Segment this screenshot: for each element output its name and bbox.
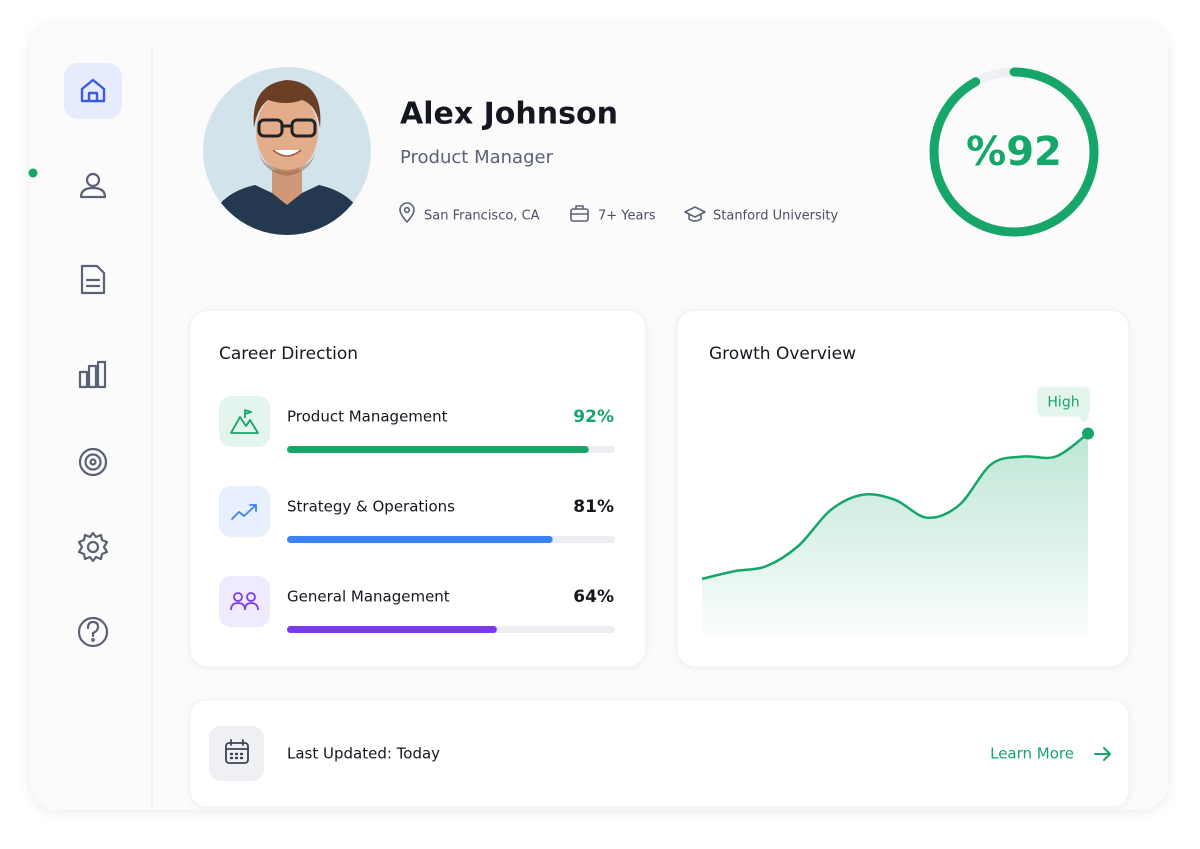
career-icon: [230, 592, 259, 611]
calendar-icon: [225, 739, 249, 764]
career-icon-bg: [219, 576, 270, 627]
growth-title: Growth Overview: [709, 344, 856, 364]
career-percent: 81%: [573, 497, 614, 517]
nav-goals[interactable]: [78, 447, 108, 477]
career-name: Product Management: [287, 408, 448, 426]
sidebar: [64, 63, 122, 648]
career-icon: [230, 409, 259, 434]
career-name: Strategy & Operations: [287, 498, 455, 516]
peak-tag-pointer: [1078, 416, 1090, 424]
nav-home-bg[interactable]: [64, 63, 122, 119]
learn-more-arrow[interactable]: [1094, 747, 1111, 761]
score-arc: [929, 67, 1099, 237]
icon-briefcase: [570, 205, 589, 222]
progress-bar: [287, 626, 497, 633]
icon-education: [684, 206, 706, 222]
nav-home[interactable]: [80, 78, 106, 103]
career-icon-bg: [219, 486, 270, 537]
growth-line: [701, 432, 1089, 581]
nav-documents[interactable]: [80, 264, 106, 295]
profile-experience: 7+ Years: [598, 209, 656, 224]
peak-tag: [1037, 386, 1090, 417]
last-updated: Last Updated: Today: [287, 745, 440, 763]
profile-location: San Francisco, CA: [424, 209, 540, 224]
progress-bar: [287, 446, 589, 453]
nav-analytics[interactable]: [78, 360, 107, 389]
career-icon: [231, 504, 257, 520]
footer-card: [189, 699, 1130, 808]
profile-name: Alex Johnson: [400, 97, 618, 132]
peak-label: High: [1047, 395, 1079, 411]
profile-role: Product Manager: [400, 147, 554, 168]
learn-more[interactable]: Learn More: [990, 745, 1074, 763]
career-name: General Management: [287, 588, 450, 606]
nav-help[interactable]: [77, 616, 109, 648]
nav-settings[interactable]: [77, 531, 109, 563]
icon-location: [399, 202, 415, 223]
growth-area: [702, 433, 1088, 635]
career-card: [189, 309, 647, 668]
career-title: Career Direction: [219, 344, 358, 364]
growth-chart: High: [701, 386, 1094, 635]
profile-education: Stanford University: [713, 209, 838, 224]
career-percent: 64%: [573, 587, 614, 607]
nav-profile[interactable]: [79, 172, 107, 199]
growth-peak: [1082, 427, 1094, 440]
career-icon-bg: [219, 396, 270, 447]
progress-bar: [287, 536, 553, 543]
indicator-dot: [28, 168, 38, 178]
career-list: Product Management 92% Strategy & Operatio…: [219, 396, 615, 633]
score-label: %92: [966, 129, 1062, 175]
career-percent: 92%: [573, 407, 614, 427]
